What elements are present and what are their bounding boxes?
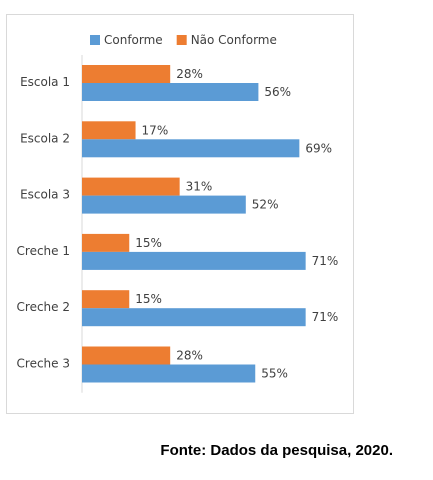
data-label-2-2: 17% bbox=[142, 123, 169, 137]
legend-swatch-2 bbox=[176, 35, 187, 45]
data-label-1-6: 55% bbox=[261, 367, 288, 381]
data-label-2-4: 15% bbox=[135, 236, 162, 250]
data-label-2-5: 15% bbox=[135, 292, 162, 306]
bar-1-3 bbox=[82, 195, 246, 214]
bar-2-3 bbox=[82, 177, 180, 196]
category-label-5: Creche 2 bbox=[17, 300, 70, 314]
data-label-2-3: 31% bbox=[186, 180, 213, 194]
bar-1-1 bbox=[82, 83, 259, 101]
data-label-2-1: 28% bbox=[176, 67, 203, 81]
category-label-1: Escola 1 bbox=[20, 75, 70, 89]
data-label-1-4: 71% bbox=[312, 254, 339, 268]
category-label-6: Creche 3 bbox=[17, 357, 70, 371]
chart-frame bbox=[6, 14, 354, 414]
source-note: Fonte: Dados da pesquisa, 2020. bbox=[160, 442, 393, 459]
bar-1-2 bbox=[82, 139, 300, 158]
category-label-3: Escola 3 bbox=[20, 188, 70, 202]
bar-2-4 bbox=[82, 233, 130, 252]
bar-1-5 bbox=[82, 308, 306, 327]
bar-2-1 bbox=[82, 65, 171, 83]
data-label-1-1: 56% bbox=[264, 85, 291, 99]
category-label-4: Creche 1 bbox=[17, 244, 70, 258]
bar-1-4 bbox=[82, 251, 306, 270]
legend-label-1: Conforme bbox=[104, 33, 163, 47]
legend-swatch-1 bbox=[90, 35, 100, 45]
bar-2-2 bbox=[82, 121, 136, 140]
category-label-2: Escola 2 bbox=[20, 131, 70, 145]
data-label-1-5: 71% bbox=[312, 310, 339, 324]
legend-label-2: Não Conforme bbox=[191, 33, 277, 47]
data-label-2-6: 28% bbox=[176, 349, 203, 363]
data-label-1-3: 52% bbox=[252, 198, 279, 212]
data-label-1-2: 69% bbox=[305, 141, 332, 155]
bar-1-6 bbox=[82, 364, 256, 383]
bar-2-5 bbox=[82, 290, 130, 309]
bar-2-6 bbox=[82, 346, 171, 365]
